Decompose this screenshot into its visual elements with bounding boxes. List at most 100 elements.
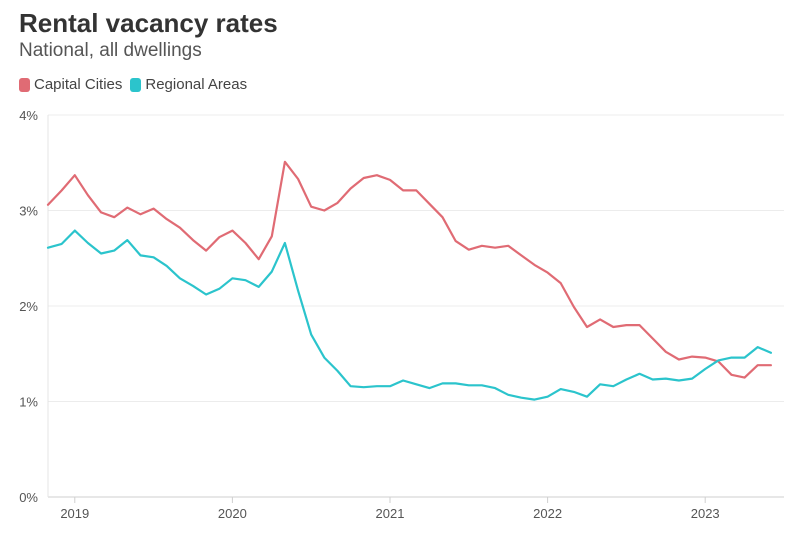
data-point[interactable] (282, 159, 288, 165)
data-point[interactable] (597, 381, 603, 387)
data-point[interactable] (216, 286, 222, 292)
data-point[interactable] (138, 211, 144, 217)
data-point[interactable] (597, 316, 603, 322)
data-point[interactable] (571, 304, 577, 310)
data-point[interactable] (335, 368, 341, 374)
data-point[interactable] (689, 354, 695, 360)
data-point[interactable] (308, 332, 314, 338)
data-point[interactable] (190, 237, 196, 243)
data-point[interactable] (453, 238, 459, 244)
data-point[interactable] (151, 206, 157, 212)
data-point[interactable] (374, 172, 380, 178)
data-point[interactable] (400, 187, 406, 193)
data-point[interactable] (111, 214, 117, 220)
data-point[interactable] (98, 209, 104, 215)
data-point[interactable] (479, 382, 485, 388)
data-point[interactable] (610, 383, 616, 389)
data-point[interactable] (518, 395, 524, 401)
data-point[interactable] (636, 322, 642, 328)
data-point[interactable] (676, 356, 682, 362)
data-point[interactable] (532, 262, 538, 268)
data-point[interactable] (348, 383, 354, 389)
data-point[interactable] (729, 355, 735, 361)
data-point[interactable] (426, 385, 432, 391)
data-point[interactable] (466, 382, 472, 388)
data-point[interactable] (571, 389, 577, 395)
data-point[interactable] (755, 344, 761, 350)
data-point[interactable] (623, 322, 629, 328)
data-point[interactable] (256, 284, 262, 290)
data-point[interactable] (492, 245, 498, 251)
data-point[interactable] (72, 172, 78, 178)
data-point[interactable] (269, 269, 275, 275)
data-point[interactable] (177, 225, 183, 231)
data-point[interactable] (348, 186, 354, 192)
data-point[interactable] (545, 270, 551, 276)
series-line-1[interactable] (46, 229, 773, 401)
data-point[interactable] (650, 335, 656, 341)
data-point[interactable] (216, 234, 222, 240)
data-point[interactable] (742, 375, 748, 381)
data-point[interactable] (229, 275, 235, 281)
data-point[interactable] (124, 205, 130, 211)
data-point[interactable] (689, 376, 695, 382)
data-point[interactable] (729, 372, 735, 378)
data-point[interactable] (466, 247, 472, 253)
data-point[interactable] (610, 324, 616, 330)
data-point[interactable] (308, 204, 314, 210)
data-point[interactable] (768, 350, 774, 356)
data-point[interactable] (295, 176, 301, 182)
data-point[interactable] (282, 240, 288, 246)
data-point[interactable] (242, 277, 248, 283)
data-point[interactable] (85, 192, 91, 198)
data-point[interactable] (584, 324, 590, 330)
data-point[interactable] (45, 245, 51, 251)
data-point[interactable] (321, 355, 327, 361)
data-point[interactable] (558, 280, 564, 286)
data-point[interactable] (702, 355, 708, 361)
data-point[interactable] (335, 200, 341, 206)
data-point[interactable] (361, 175, 367, 181)
data-point[interactable] (151, 254, 157, 260)
data-point[interactable] (387, 177, 393, 183)
data-point[interactable] (426, 201, 432, 207)
legend-item-regional-areas[interactable]: Regional Areas (130, 76, 247, 93)
data-point[interactable] (505, 392, 511, 398)
data-point[interactable] (545, 394, 551, 400)
data-point[interactable] (164, 263, 170, 269)
data-point[interactable] (374, 383, 380, 389)
data-point[interactable] (702, 366, 708, 372)
data-point[interactable] (479, 243, 485, 249)
data-point[interactable] (45, 202, 51, 208)
data-point[interactable] (124, 237, 130, 243)
data-point[interactable] (111, 248, 117, 254)
data-point[interactable] (439, 380, 445, 386)
data-point[interactable] (242, 240, 248, 246)
data-point[interactable] (164, 216, 170, 222)
data-point[interactable] (295, 288, 301, 294)
data-point[interactable] (203, 292, 209, 298)
data-point[interactable] (584, 394, 590, 400)
data-point[interactable] (439, 214, 445, 220)
data-point[interactable] (518, 252, 524, 258)
data-point[interactable] (256, 256, 262, 262)
data-point[interactable] (177, 275, 183, 281)
data-point[interactable] (623, 377, 629, 383)
data-point[interactable] (676, 377, 682, 383)
data-point[interactable] (138, 252, 144, 258)
data-point[interactable] (85, 240, 91, 246)
data-point[interactable] (321, 208, 327, 214)
data-point[interactable] (413, 187, 419, 193)
data-point[interactable] (59, 187, 65, 193)
data-point[interactable] (650, 377, 656, 383)
data-point[interactable] (558, 386, 564, 392)
data-point[interactable] (361, 384, 367, 390)
data-point[interactable] (663, 376, 669, 382)
data-point[interactable] (229, 228, 235, 234)
data-point[interactable] (768, 362, 774, 368)
data-point[interactable] (755, 362, 761, 368)
series-line-0[interactable] (46, 160, 773, 379)
data-point[interactable] (59, 241, 65, 247)
data-point[interactable] (532, 397, 538, 403)
data-point[interactable] (98, 250, 104, 256)
